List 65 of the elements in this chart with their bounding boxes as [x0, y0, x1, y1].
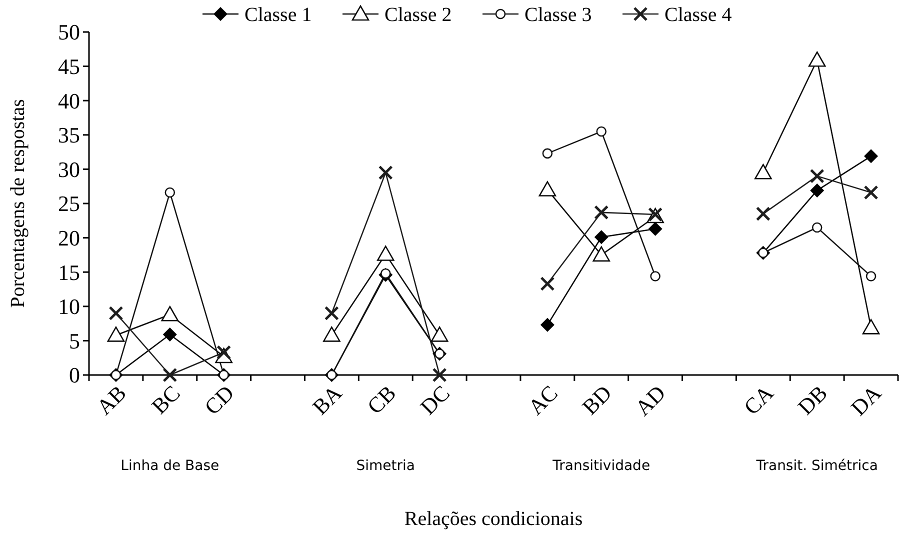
y-tick-label: 10: [58, 294, 80, 320]
x-tick-label: AD: [630, 380, 670, 420]
x-tick-label: AB: [92, 380, 131, 420]
point: [107, 326, 125, 342]
legend-label: Classe 3: [524, 4, 592, 26]
legend-label: Classe 4: [664, 4, 732, 26]
x-tick-label: DB: [792, 380, 832, 420]
y-tick-label: 40: [58, 88, 80, 114]
text: Transit. Simétrica: [755, 458, 878, 474]
x-tick-label: DA: [846, 380, 886, 420]
point: [808, 51, 826, 67]
text: Transitividade: [552, 458, 650, 474]
x-tick-label: BC: [146, 380, 185, 419]
point: [324, 306, 339, 320]
point: [376, 246, 394, 261]
legend-label: Classe 2: [384, 4, 452, 26]
x-tick-label: BA: [307, 380, 347, 420]
point: [594, 206, 608, 220]
text: Linha de Base: [120, 458, 220, 474]
point: [594, 230, 608, 244]
y-tick-label: 50: [58, 20, 80, 45]
point: [648, 222, 662, 236]
y-tick-label: 20: [58, 226, 80, 250]
point: [540, 318, 554, 332]
point: [864, 186, 878, 200]
point: [864, 149, 878, 164]
point: [542, 148, 553, 159]
point: [756, 206, 770, 221]
y-tick-label: 30: [58, 156, 80, 182]
point: [810, 183, 824, 198]
point: [162, 328, 177, 342]
y-tick-label: 25: [58, 191, 80, 216]
point: [378, 166, 393, 180]
point: [109, 306, 123, 320]
x-axis-title: Relações condicionais: [404, 508, 583, 530]
y-tick-label: 35: [58, 122, 80, 148]
legend-label: Classe 1: [244, 4, 312, 26]
point: [810, 169, 824, 183]
point: [754, 164, 772, 180]
x-tick-label: AC: [523, 380, 562, 420]
x-tick-label: CA: [738, 380, 778, 420]
point: [596, 126, 607, 137]
point: [161, 306, 179, 322]
x-tick-label: CD: [200, 380, 239, 420]
point: [430, 326, 448, 342]
point: [650, 271, 660, 282]
y-axis-title: Porcentagens de respostas: [7, 98, 29, 308]
point: [866, 271, 876, 282]
point: [862, 319, 880, 334]
point: [432, 368, 446, 382]
y-tick-label: 15: [58, 260, 80, 285]
point: [812, 222, 822, 233]
point: [592, 246, 610, 262]
x-tick-label: DC: [415, 380, 455, 420]
point: [164, 187, 176, 198]
x-tick-label: CB: [362, 380, 401, 419]
text: Simetria: [356, 458, 416, 474]
y-tick-label: 5: [69, 328, 80, 354]
x-tick-label: BD: [577, 380, 616, 420]
point: [538, 181, 556, 196]
point: [323, 326, 340, 342]
point: [540, 276, 554, 291]
y-tick-label: 0: [69, 362, 80, 388]
point: [163, 368, 177, 382]
y-tick-label: 45: [58, 54, 80, 79]
